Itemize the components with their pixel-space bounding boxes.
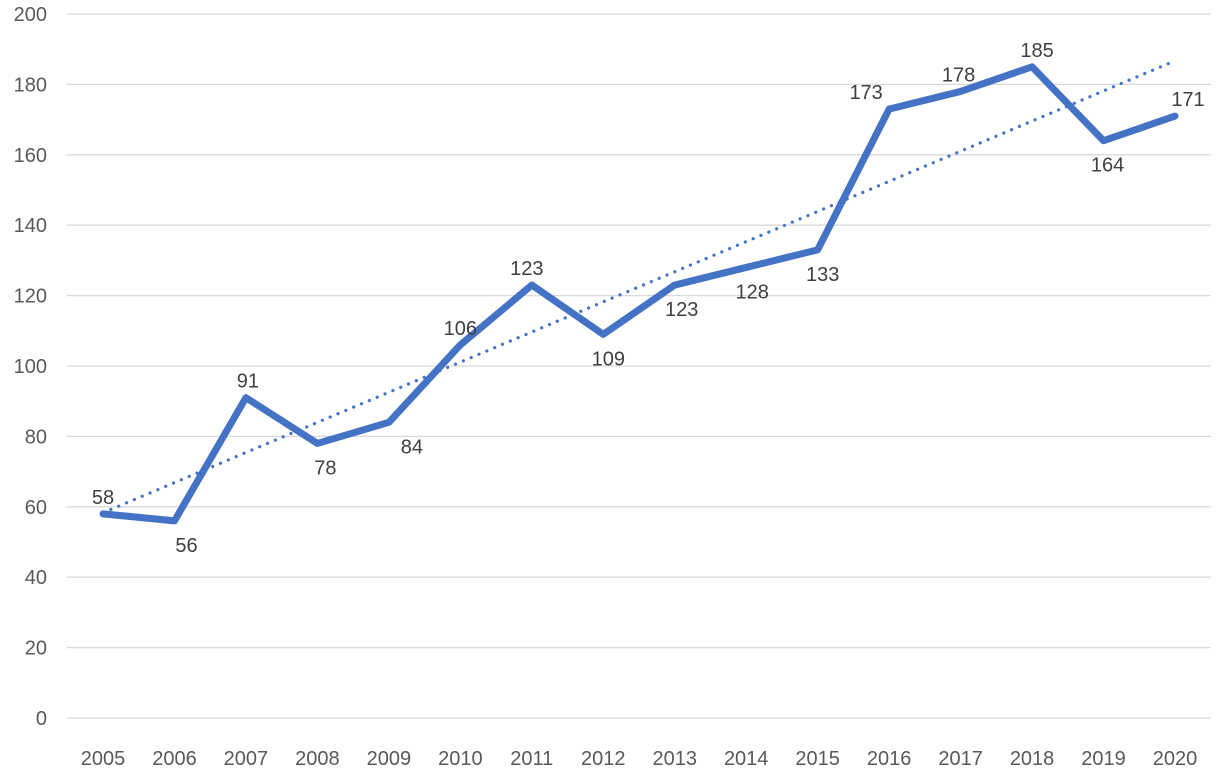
x-axis-tick-label: 2009 [367,748,412,770]
data-label: 123 [665,299,698,321]
data-label: 58 [92,487,114,509]
y-axis-tick-label: 80 [25,426,47,448]
x-axis-tick-label: 2015 [795,748,840,770]
x-axis-tick-label: 2005 [81,748,126,770]
x-axis-tick-label: 2014 [724,748,769,770]
series-polyline [99,63,1179,525]
y-axis-tick-label: 140 [14,215,47,237]
y-axis-tick-labels: 0 20 40 60 80 100 120 140 160 180 200 [14,4,47,730]
x-axis-tick-label: 2008 [295,748,340,770]
x-axis-tick-label: 2012 [581,748,626,770]
y-axis-tick-label: 0 [36,708,47,730]
data-label: 56 [175,535,197,557]
data-label: 133 [806,264,839,286]
y-axis-tick-label: 200 [14,4,47,26]
x-axis-tick-label: 2017 [938,748,983,770]
x-axis-tick-label: 2019 [1081,748,1126,770]
x-axis-tick-labels: 2005 2006 2007 2008 2009 2010 2011 2012 2013 2014… [81,748,1198,770]
gridlines [67,13,1211,719]
data-label: 128 [736,281,769,303]
y-axis-tick-label: 40 [25,567,47,589]
data-label: 109 [592,348,625,370]
y-axis-tick-label: 100 [14,356,47,378]
x-axis-tick-label: 2018 [1010,748,1055,770]
data-label: 178 [942,64,975,86]
y-axis-tick-label: 20 [25,638,47,660]
x-axis-tick-label: 2020 [1153,748,1198,770]
x-axis-tick-label: 2007 [224,748,269,770]
data-label: 173 [849,82,882,104]
data-label: 84 [401,436,423,458]
x-axis-tick-label: 2010 [438,748,483,770]
x-axis-tick-label: 2013 [652,748,697,770]
x-axis-tick-label: 2006 [152,748,197,770]
data-label: 91 [237,371,259,393]
y-axis-tick-label: 180 [14,74,47,96]
data-label: 123 [510,258,543,280]
data-label: 78 [314,457,336,479]
data-label: 185 [1020,40,1053,62]
trendline [101,59,1177,515]
x-axis-tick-label: 2016 [867,748,912,770]
data-series-line [99,63,1179,525]
data-label: 164 [1091,155,1124,177]
trendline-dotted [101,59,1177,515]
data-label: 106 [444,318,477,340]
y-axis-tick-label: 160 [14,145,47,167]
y-axis-tick-label: 60 [25,497,47,519]
data-labels: 58 56 91 78 84 106 123 109 123 128 133 173 178 185 164… [92,40,1205,557]
x-axis-tick-label: 2011 [510,748,553,770]
y-axis-tick-label: 120 [14,286,47,308]
data-label: 171 [1171,89,1204,111]
